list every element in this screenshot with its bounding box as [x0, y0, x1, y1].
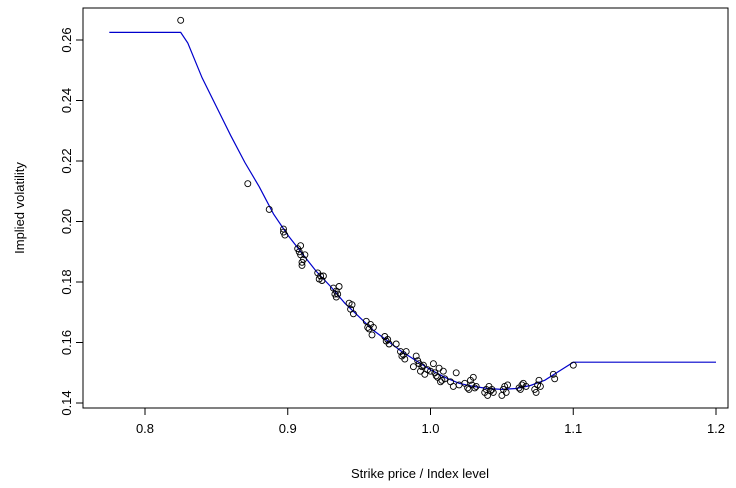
data-point [177, 16, 185, 24]
data-point [536, 382, 544, 390]
fitted-volatility-curve [109, 31, 716, 391]
data-point [384, 336, 392, 343]
data-point [334, 290, 342, 298]
data-point [464, 384, 472, 392]
data-point [301, 251, 309, 259]
data-point [318, 277, 326, 284]
data-point [348, 301, 356, 309]
y-tick-label: 0.22 [59, 148, 74, 173]
data-point [319, 272, 327, 280]
data-point [401, 355, 409, 363]
data-point [418, 363, 426, 371]
data-point [317, 272, 325, 280]
data-point [469, 373, 477, 381]
data-point [489, 388, 497, 396]
data-point [465, 385, 473, 393]
data-point [471, 384, 479, 392]
data-point [297, 242, 305, 250]
data-point [419, 361, 427, 369]
plot-frame [82, 7, 729, 409]
x-tick-label: 1.1 [564, 421, 582, 436]
y-tick-label: 0.14 [59, 390, 74, 415]
data-point [412, 352, 420, 360]
data-point [402, 348, 410, 356]
data-point [551, 375, 559, 383]
data-point [429, 360, 437, 368]
data-point [385, 340, 393, 348]
data-point [516, 385, 524, 393]
data-point [335, 283, 343, 290]
data-point [365, 325, 373, 333]
x-tick-label: 1.2 [707, 421, 725, 436]
y-tick-label: 0.20 [59, 209, 74, 234]
data-point [265, 205, 273, 213]
data-point [437, 378, 444, 386]
data-point [472, 382, 480, 390]
data-point [281, 231, 289, 239]
data-point [434, 373, 442, 381]
data-point [349, 310, 357, 318]
x-tick-label: 1.0 [421, 421, 439, 436]
y-axis-title: Implied volatility [12, 162, 27, 254]
data-point [369, 323, 377, 331]
x-tick-label: 0.8 [136, 421, 154, 436]
data-point [392, 340, 400, 348]
data-point [502, 388, 510, 396]
data-point [427, 367, 434, 375]
data-point [435, 364, 443, 372]
data-point [504, 381, 512, 389]
data-point [244, 180, 252, 188]
data-point [441, 375, 449, 383]
data-point [300, 255, 307, 263]
y-tick-label: 0.18 [59, 269, 74, 294]
y-tick-label: 0.26 [59, 27, 74, 52]
x-axis-title: Strike price / Index level [351, 466, 489, 481]
data-point [518, 381, 526, 389]
data-point [452, 369, 460, 377]
data-point [549, 370, 557, 378]
data-point [449, 382, 457, 390]
data-point [532, 388, 540, 396]
data-point [368, 331, 376, 339]
y-tick-label: 0.16 [59, 330, 74, 355]
data-point [569, 361, 577, 369]
data-point [498, 391, 506, 399]
y-tick-label: 0.24 [59, 88, 74, 113]
x-axis: 0.8 0.9 1.0 1.1 1.2 [136, 408, 725, 436]
data-point [439, 367, 447, 375]
observed-points [177, 16, 577, 399]
x-tick-label: 0.9 [279, 421, 297, 436]
data-point [522, 382, 530, 390]
data-point [409, 363, 417, 371]
data-point [432, 372, 440, 380]
y-axis: 0.14 0.16 0.18 0.20 0.22 0.24 0.26 [59, 27, 83, 416]
